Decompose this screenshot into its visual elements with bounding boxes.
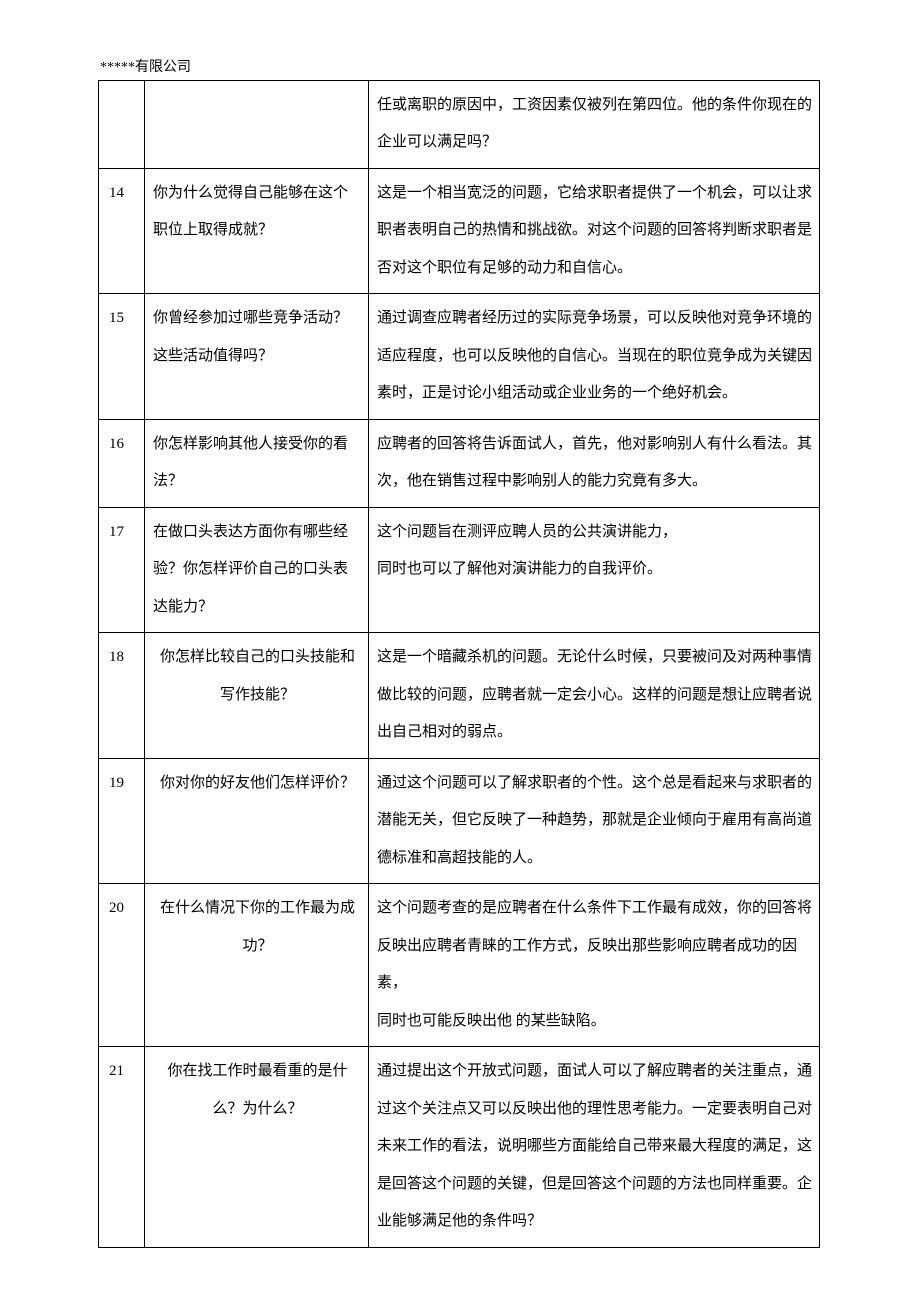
row-answer: 这是一个相当宽泛的问题，它给求职者提供了一个机会，可以让求职者表明自己的热情和挑… <box>369 168 820 294</box>
row-question: 你曾经参加过哪些竞争活动？这些活动值得吗？ <box>145 294 369 420</box>
qa-table: 任或离职的原因中，工资因素仅被列在第四位。他的条件你现在的企业可以满足吗？14你… <box>98 80 820 1248</box>
table-row: 15你曾经参加过哪些竞争活动？这些活动值得吗？通过调查应聘者经历过的实际竞争场景… <box>99 294 820 420</box>
row-question: 你怎样影响其他人接受你的看法？ <box>145 419 369 507</box>
row-number: 18 <box>99 633 145 759</box>
row-number: 16 <box>99 419 145 507</box>
document-page: *****有限公司 任或离职的原因中，工资因素仅被列在第四位。他的条件你现在的企… <box>0 0 920 1308</box>
row-answer: 应聘者的回答将告诉面试人，首先，他对影响别人有什么看法。其次，他在销售过程中影响… <box>369 419 820 507</box>
row-answer: 任或离职的原因中，工资因素仅被列在第四位。他的条件你现在的企业可以满足吗？ <box>369 80 820 168</box>
row-number: 19 <box>99 758 145 884</box>
table-row: 14你为什么觉得自己能够在这个职位上取得成就？这是一个相当宽泛的问题，它给求职者… <box>99 168 820 294</box>
row-answer: 这个问题旨在测评应聘人员的公共演讲能力，同时也可以了解他对演讲能力的自我评价。 <box>369 507 820 633</box>
row-answer: 这是一个暗藏杀机的问题。无论什么时候，只要被问及对两种事情做比较的问题，应聘者就… <box>369 633 820 759</box>
row-answer: 通过提出这个开放式问题，面试人可以了解应聘者的关注重点，通过这个关注点又可以反映… <box>369 1047 820 1248</box>
row-question <box>145 80 369 168</box>
table-row: 19你对你的好友他们怎样评价？通过这个问题可以了解求职者的个性。这个总是看起来与… <box>99 758 820 884</box>
row-number: 14 <box>99 168 145 294</box>
row-question: 在什么情况下你的工作最为成功？ <box>145 884 369 1047</box>
table-row: 18你怎样比较自己的口头技能和写作技能？这是一个暗藏杀机的问题。无论什么时候，只… <box>99 633 820 759</box>
table-row: 16你怎样影响其他人接受你的看法？应聘者的回答将告诉面试人，首先，他对影响别人有… <box>99 419 820 507</box>
row-question: 你对你的好友他们怎样评价？ <box>145 758 369 884</box>
row-question: 你怎样比较自己的口头技能和写作技能？ <box>145 633 369 759</box>
row-answer: 通过调查应聘者经历过的实际竞争场景，可以反映他对竞争环境的适应程度，也可以反映他… <box>369 294 820 420</box>
row-number: 21 <box>99 1047 145 1248</box>
row-question: 你在找工作时最看重的是什么？为什么？ <box>145 1047 369 1248</box>
row-question: 你为什么觉得自己能够在这个职位上取得成就？ <box>145 168 369 294</box>
table-row: 17在做口头表达方面你有哪些经验？你怎样评价自己的口头表达能力？这个问题旨在测评… <box>99 507 820 633</box>
table-row: 任或离职的原因中，工资因素仅被列在第四位。他的条件你现在的企业可以满足吗？ <box>99 80 820 168</box>
table-row: 20在什么情况下你的工作最为成功？这个问题考查的是应聘者在什么条件下工作最有成效… <box>99 884 820 1047</box>
row-answer: 这个问题考查的是应聘者在什么条件下工作最有成效，你的回答将反映出应聘者青睐的工作… <box>369 884 820 1047</box>
row-question: 在做口头表达方面你有哪些经验？你怎样评价自己的口头表达能力？ <box>145 507 369 633</box>
table-row: 21你在找工作时最看重的是什么？为什么？通过提出这个开放式问题，面试人可以了解应… <box>99 1047 820 1248</box>
row-answer: 通过这个问题可以了解求职者的个性。这个总是看起来与求职者的潜能无关，但它反映了一… <box>369 758 820 884</box>
row-number: 15 <box>99 294 145 420</box>
row-number <box>99 80 145 168</box>
company-header: *****有限公司 <box>98 58 820 78</box>
row-number: 20 <box>99 884 145 1047</box>
row-number: 17 <box>99 507 145 633</box>
